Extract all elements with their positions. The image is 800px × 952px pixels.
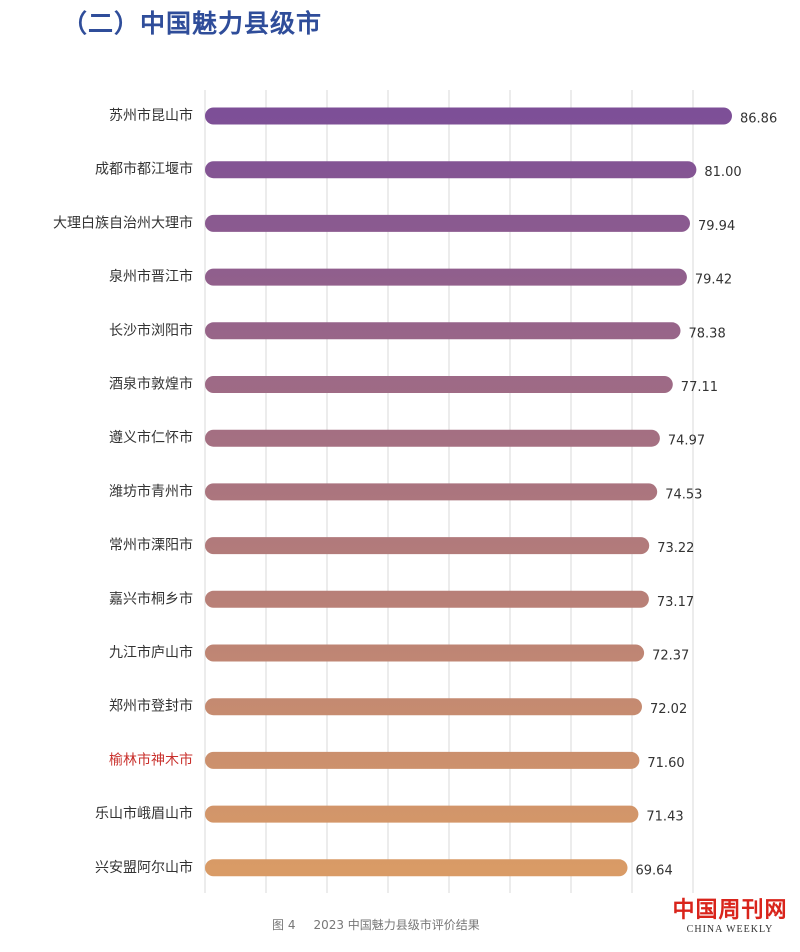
bar: [205, 214, 690, 232]
bar: [205, 268, 687, 286]
bars: [205, 107, 732, 877]
figure-caption: 图 4 2023 中国魅力县级市评价结果: [272, 916, 480, 933]
bar: [205, 376, 673, 393]
bar: [205, 322, 681, 340]
watermark-chinese: 中国周刊网: [672, 897, 788, 923]
category-label: 兴安盟阿尔山市: [95, 859, 193, 876]
category-label: 乐山市峨眉山市: [95, 805, 193, 822]
china-weekly-watermark: 中国周刊网 CHINA WEEKLY: [668, 896, 792, 936]
category-label: 大理白族自治州大理市: [53, 214, 193, 231]
category-label: 苏州市昆山市: [109, 107, 193, 124]
bar: [205, 698, 642, 716]
figure-number: 图 4: [272, 918, 296, 932]
value-label: 81.00: [704, 165, 741, 180]
category-label: 长沙市浏阳市: [109, 322, 193, 339]
value-label: 69.64: [636, 863, 673, 878]
bar: [205, 107, 732, 125]
bar: [205, 590, 649, 608]
bar: [205, 805, 639, 823]
value-label: 77.11: [681, 380, 718, 395]
bar: [205, 483, 658, 501]
value-labels: 86.86 81.00 79.94 79.42 78.38 77.11 74.97 74.53…: [636, 112, 778, 879]
value-label: 74.53: [665, 487, 702, 502]
category-label: 郑州市登封市: [109, 698, 193, 715]
category-label: 成都市都江堰市: [95, 161, 193, 178]
category-label-highlighted: 榆林市神木市: [109, 751, 193, 768]
bar: [205, 161, 697, 179]
category-label: 泉州市晋江市: [109, 268, 193, 285]
bar: [205, 537, 650, 555]
bar: [205, 751, 640, 769]
bar: [205, 644, 645, 662]
bar: [205, 859, 628, 877]
value-label: 86.86: [740, 112, 777, 127]
category-label: 常州市溧阳市: [109, 537, 193, 554]
category-labels: 苏州市昆山市成都市都江堰市大理白族自治州大理市泉州市晋江市长沙市浏阳市酒泉市敦煌…: [53, 107, 193, 876]
bar-chart: 苏州市昆山市成都市都江堰市大理白族自治州大理市泉州市晋江市长沙市浏阳市酒泉市敦煌…: [53, 90, 778, 893]
category-label: 潍坊市青州市: [109, 483, 193, 500]
value-label: 71.43: [646, 810, 683, 825]
value-label: 78.38: [689, 326, 726, 341]
value-label: 72.02: [650, 702, 687, 717]
category-label: 九江市庐山市: [109, 644, 193, 661]
figure-caption-text: 2023 中国魅力县级市评价结果: [313, 918, 480, 932]
chart-title: （二）中国魅力县级市: [62, 9, 323, 38]
value-label: 79.42: [695, 273, 732, 288]
value-label: 73.17: [657, 595, 694, 610]
value-label: 79.94: [698, 219, 735, 234]
value-label: 72.37: [652, 649, 689, 664]
value-label: 71.60: [647, 756, 684, 771]
watermark-english: CHINA WEEKLY: [686, 924, 774, 935]
value-label: 74.97: [668, 434, 705, 449]
bar: [205, 429, 660, 447]
value-label: 73.22: [657, 541, 694, 556]
category-label: 遵义市仁怀市: [109, 429, 193, 446]
category-label: 酒泉市敦煌市: [109, 376, 193, 393]
category-label: 嘉兴市桐乡市: [109, 590, 193, 607]
